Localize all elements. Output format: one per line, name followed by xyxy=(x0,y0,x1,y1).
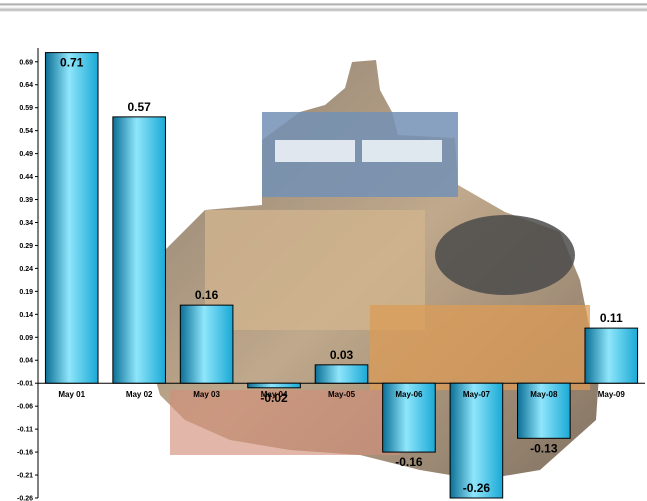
y-tick-label: 0.59 xyxy=(19,105,33,112)
category-label: May 04 xyxy=(261,390,288,399)
y-tick-label: 0.44 xyxy=(19,174,33,181)
category-label: May 01 xyxy=(58,390,85,399)
data-labels: 0.71 0.57 0.16 -0.02 0.03 -0.16 -0.26 -0.13 0.11 xyxy=(60,56,623,495)
data-label: -0.26 xyxy=(463,481,491,495)
y-tick-label: 0.19 xyxy=(19,289,33,296)
y-tick-label: -0.06 xyxy=(17,404,33,411)
y-tick-label: 0.64 xyxy=(19,82,33,89)
bar xyxy=(382,382,436,453)
background-collage-image xyxy=(150,60,600,480)
data-label: 0.16 xyxy=(195,288,219,302)
y-tick-label: 0.09 xyxy=(19,335,33,342)
data-label: -0.02 xyxy=(260,391,288,405)
y-tick-label: -0.26 xyxy=(17,496,33,501)
data-label: 0.71 xyxy=(60,56,84,70)
data-label: 0.03 xyxy=(330,348,354,362)
category-label: May-06 xyxy=(395,390,423,399)
category-label: May 02 xyxy=(126,390,153,399)
category-label: May-05 xyxy=(328,390,356,399)
y-tick-label: 0.29 xyxy=(19,243,33,250)
data-label: -0.13 xyxy=(530,441,558,455)
y-tick-label: 0.49 xyxy=(19,151,33,158)
category-labels: May 01 May 02 May 03 May 04 May-05 May-06 May-… xyxy=(58,390,625,399)
bar xyxy=(314,364,369,384)
y-axis-ticks: 0.69 0.64 0.59 0.54 0.49 0.44 0.39 0.34 0.29 0.24… xyxy=(17,59,38,501)
top-divider-rule xyxy=(0,0,647,14)
bar xyxy=(517,382,571,439)
y-tick-label: 0.14 xyxy=(19,312,33,319)
bar xyxy=(112,116,166,384)
bar xyxy=(179,304,234,384)
bar-series xyxy=(44,52,639,499)
data-label: -0.16 xyxy=(395,455,423,469)
y-tick-label: 0.24 xyxy=(19,266,33,273)
y-tick-label: 0.04 xyxy=(19,358,33,365)
data-label: 0.11 xyxy=(600,311,623,325)
y-tick-label: -0.01 xyxy=(17,381,33,388)
bar xyxy=(449,382,504,499)
bar xyxy=(247,382,301,389)
category-label: May-07 xyxy=(463,390,491,399)
bar xyxy=(44,52,99,384)
category-label: May-08 xyxy=(530,390,558,399)
y-tick-label: 0.34 xyxy=(19,220,33,227)
y-tick-label: -0.21 xyxy=(17,473,33,480)
data-label: 0.57 xyxy=(127,100,151,114)
y-tick-label: 0.54 xyxy=(19,128,33,135)
bar xyxy=(584,327,639,384)
category-label: May 03 xyxy=(193,390,220,399)
y-tick-label: 0.39 xyxy=(19,197,33,204)
y-tick-label: 0.69 xyxy=(19,59,33,66)
category-label: May-09 xyxy=(598,390,626,399)
y-tick-label: -0.11 xyxy=(17,427,33,434)
y-tick-label: -0.16 xyxy=(17,450,33,457)
